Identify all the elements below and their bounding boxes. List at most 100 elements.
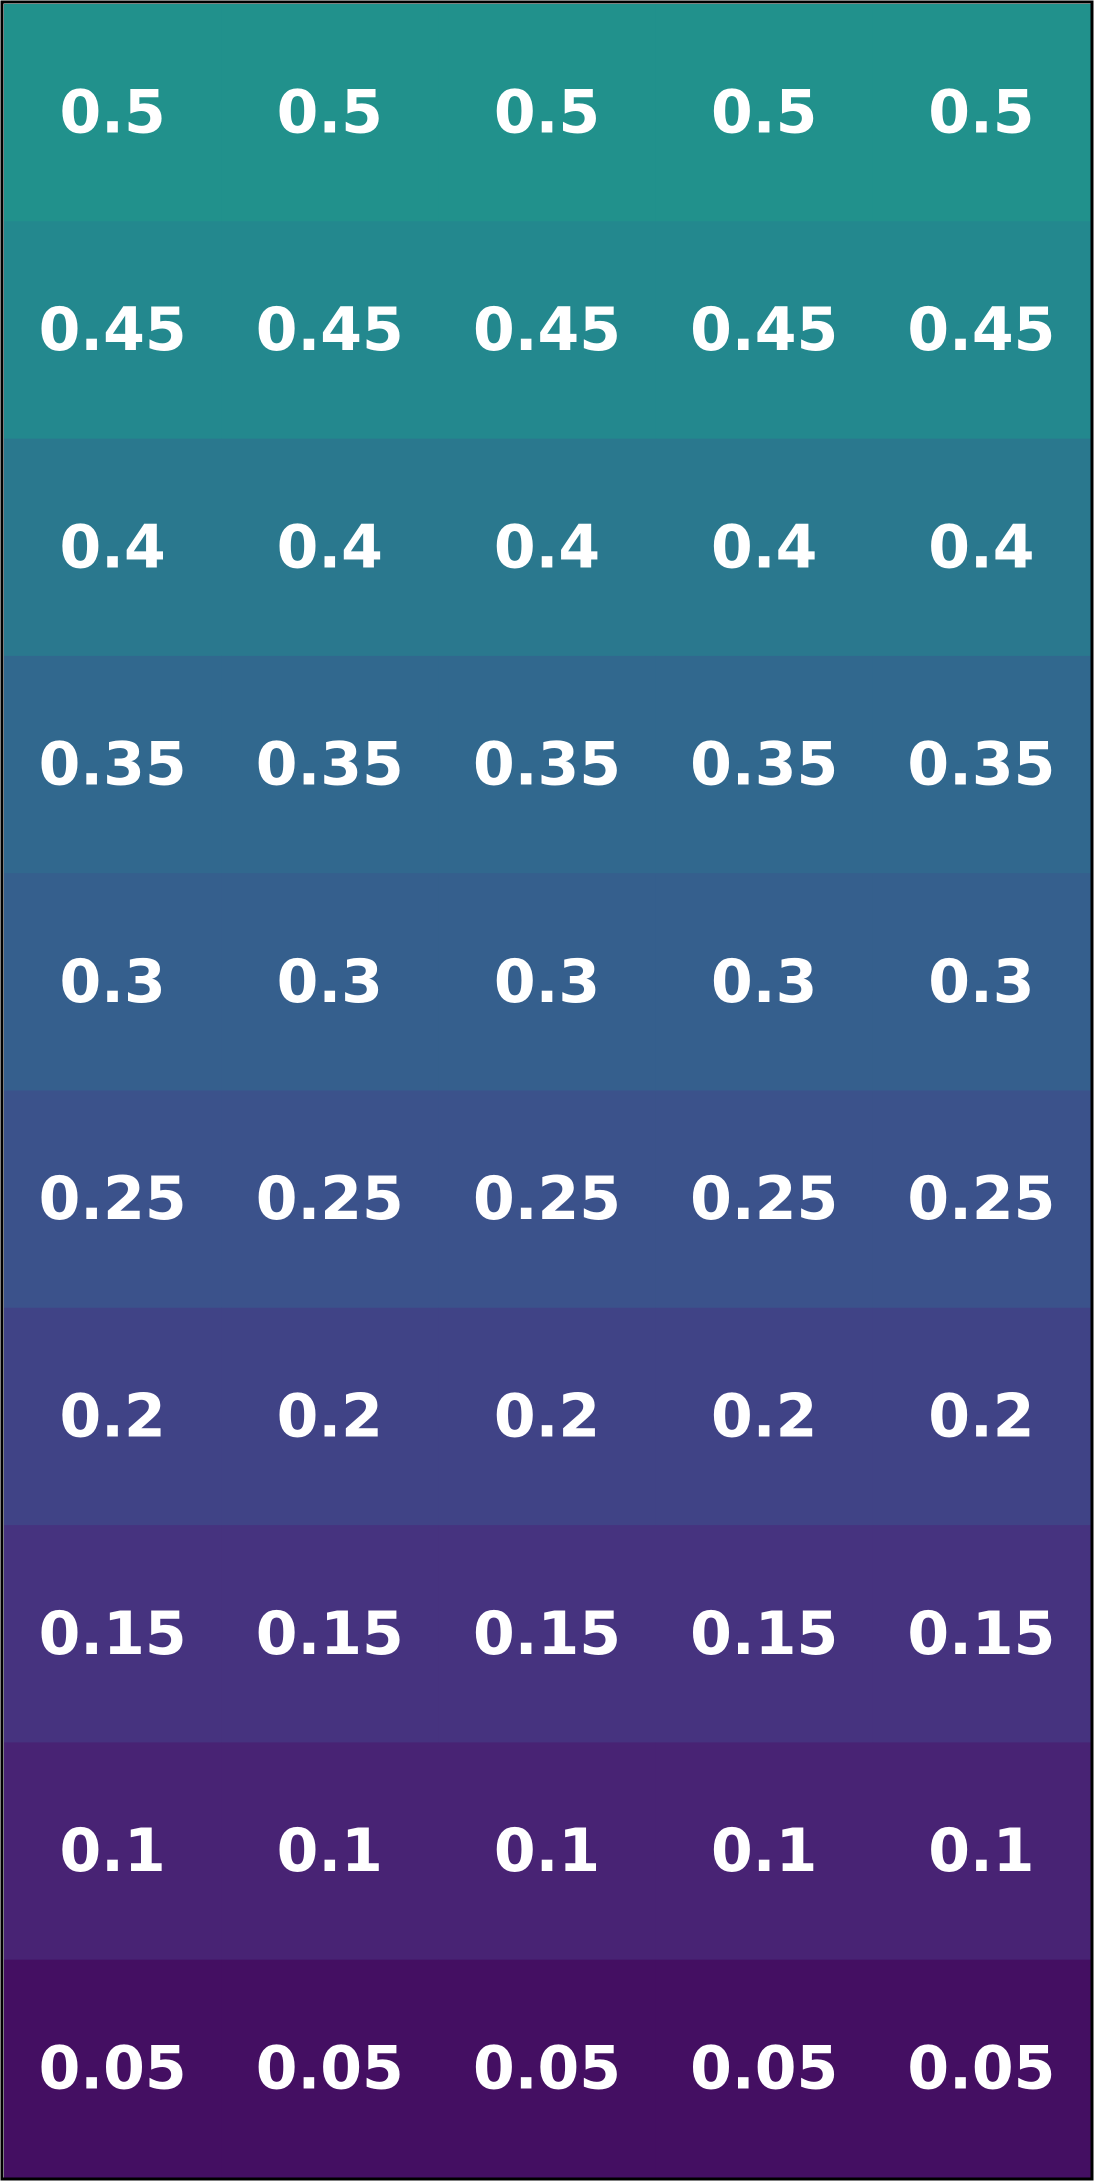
heatmap-cell-label: 0.4: [928, 512, 1034, 582]
heatmap-cell: [221, 1307, 439, 1526]
heatmap-cell-label: 0.3: [711, 947, 817, 1017]
heatmap-cell: [438, 655, 657, 874]
heatmap-cell: [872, 221, 1091, 440]
heatmap-cell-label: 0.3: [928, 947, 1034, 1017]
heatmap-cell-label: 0.3: [277, 947, 383, 1017]
heatmap-cell: [4, 655, 222, 874]
heatmap-cell-label: 0.4: [494, 512, 600, 582]
heatmap-cell-label: 0.25: [39, 1164, 187, 1234]
heatmap-cell: [4, 221, 222, 440]
heatmap-cell-label: 0.1: [928, 1816, 1034, 1886]
heatmap-cell: [4, 1959, 222, 2178]
heatmap-cell-label: 0.45: [256, 295, 404, 365]
heatmap-cell-label: 0.15: [39, 1599, 187, 1669]
heatmap-cell: [438, 1525, 657, 1743]
heatmap-cell: [872, 1090, 1091, 1309]
heatmap-cell-label: 0.4: [277, 512, 383, 582]
heatmap-cell-label: 0.05: [473, 2033, 621, 2103]
heatmap-cell: [221, 1525, 439, 1743]
heatmap-cell-label: 0.5: [928, 78, 1034, 148]
heatmap-cell: [4, 1090, 222, 1309]
heatmap-cell-label: 0.3: [494, 947, 600, 1017]
heatmap-cell-label: 0.5: [711, 78, 817, 148]
heatmap-cell-label: 0.05: [39, 2033, 187, 2103]
heatmap-cell-label: 0.2: [59, 1381, 165, 1451]
heatmap-cell: [872, 4, 1091, 222]
heatmap-cell-label: 0.45: [473, 295, 621, 365]
heatmap-cell: [438, 4, 657, 222]
heatmap-cell: [221, 873, 439, 1092]
heatmap-cell-label: 0.25: [690, 1164, 838, 1234]
heatmap-cell: [655, 1525, 874, 1743]
heatmap-cell: [655, 438, 874, 657]
heatmap-cell-label: 0.35: [39, 730, 187, 800]
heatmap-cell: [872, 1307, 1091, 1526]
heatmap-cell-label: 0.2: [928, 1381, 1034, 1451]
heatmap-cell: [4, 1742, 222, 1961]
heatmap-cell: [655, 1090, 874, 1309]
heatmap-cell: [655, 221, 874, 440]
heatmap-cell-label: 0.1: [494, 1816, 600, 1886]
heatmap-cell: [4, 438, 222, 657]
heatmap-cell: [872, 1742, 1091, 1961]
heatmap-cell: [221, 1090, 439, 1309]
heatmap-cell-label: 0.1: [277, 1816, 383, 1886]
heatmap-cell-label: 0.15: [256, 1599, 404, 1669]
heatmap-cell: [655, 1959, 874, 2178]
heatmap-cell: [872, 655, 1091, 874]
heatmap-cell-label: 0.25: [473, 1164, 621, 1234]
heatmap-cell: [872, 1525, 1091, 1743]
heatmap-cell: [221, 1959, 439, 2178]
heatmap-cell: [438, 1742, 657, 1961]
heatmap-cell: [872, 1959, 1091, 2178]
heatmap-cell-label: 0.05: [907, 2033, 1055, 2103]
heatmap-cell: [438, 1307, 657, 1526]
heatmap-cell: [221, 438, 439, 657]
heatmap-cell: [221, 655, 439, 874]
heatmap-cell: [438, 873, 657, 1092]
heatmap-cell: [438, 1090, 657, 1309]
heatmap-cell-label: 0.1: [711, 1816, 817, 1886]
heatmap-cell: [221, 221, 439, 440]
heatmap-cell-label: 0.3: [59, 947, 165, 1017]
heatmap-cell: [872, 873, 1091, 1092]
heatmap-cell: [221, 4, 439, 222]
heatmap-cell-label: 0.5: [494, 78, 600, 148]
heatmap-cell-label: 0.35: [473, 730, 621, 800]
heatmap-cell-label: 0.45: [39, 295, 187, 365]
heatmap-cell: [4, 4, 222, 222]
heatmap-cell: [438, 438, 657, 657]
heatmap-cell-label: 0.2: [711, 1381, 817, 1451]
heatmap-cell-label: 0.35: [690, 730, 838, 800]
heatmap-cell-label: 0.25: [256, 1164, 404, 1234]
heatmap-cell-label: 0.45: [907, 295, 1055, 365]
heatmap-cell-label: 0.2: [277, 1381, 383, 1451]
heatmap-cell-label: 0.4: [711, 512, 817, 582]
heatmap-cell: [655, 4, 874, 222]
heatmap-cell-label: 0.2: [494, 1381, 600, 1451]
heatmap-cell-labels: 0.5 0.5 0.5 0.5 0.5 0.45 0.45 0.45 0.45 0.45 0.4 0.…: [39, 78, 1056, 2104]
heatmap-cell-label: 0.1: [59, 1816, 165, 1886]
heatmap-cell-label: 0.15: [690, 1599, 838, 1669]
heatmap-cell: [655, 655, 874, 874]
heatmap-cell-label: 0.15: [473, 1599, 621, 1669]
heatmap-cell: [872, 438, 1091, 657]
heatmap-cell-label: 0.35: [907, 730, 1055, 800]
heatmap-cell-label: 0.05: [256, 2033, 404, 2103]
heatmap-cell: [438, 221, 657, 440]
heatmap-cell: [221, 1742, 439, 1961]
heatmap-cell-label: 0.25: [907, 1164, 1055, 1234]
heatmap-cell: [655, 1307, 874, 1526]
heatmap-cell: [655, 873, 874, 1092]
heatmap-cell-label: 0.4: [59, 512, 165, 582]
heatmap-cell: [4, 1307, 222, 1526]
heatmap-cell-label: 0.05: [690, 2033, 838, 2103]
heatmap-cell-label: 0.45: [690, 295, 838, 365]
heatmap-cell: [655, 1742, 874, 1961]
heatmap-cell: [4, 873, 222, 1092]
heatmap-cell-label: 0.15: [907, 1599, 1055, 1669]
heatmap-cell: [438, 1959, 657, 2178]
heatmap-cell-label: 0.5: [277, 78, 383, 148]
